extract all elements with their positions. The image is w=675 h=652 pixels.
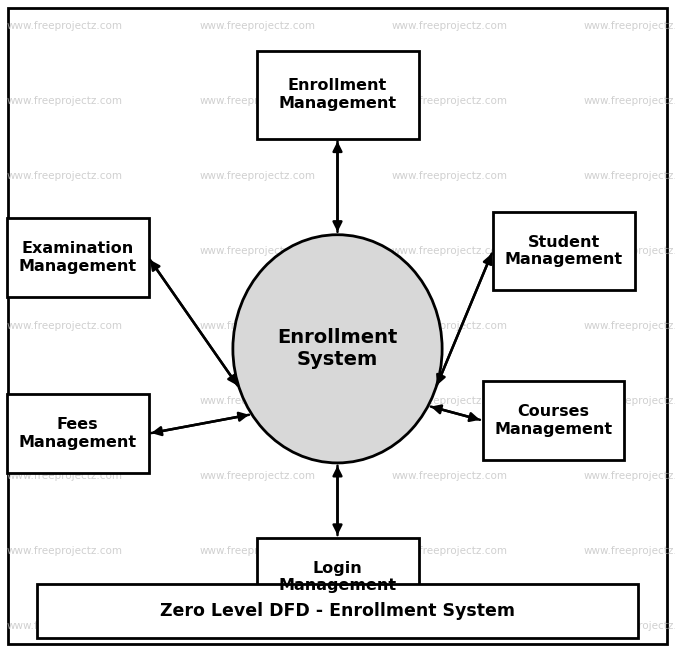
Text: www.freeprojectz.com: www.freeprojectz.com	[7, 246, 123, 256]
Text: www.freeprojectz.com: www.freeprojectz.com	[584, 21, 675, 31]
Text: Zero Level DFD - Enrollment System: Zero Level DFD - Enrollment System	[160, 602, 515, 620]
Text: www.freeprojectz.com: www.freeprojectz.com	[392, 321, 508, 331]
Text: www.freeprojectz.com: www.freeprojectz.com	[584, 96, 675, 106]
Text: www.freeprojectz.com: www.freeprojectz.com	[392, 96, 508, 106]
Text: www.freeprojectz.com: www.freeprojectz.com	[7, 546, 123, 556]
Text: www.freeprojectz.com: www.freeprojectz.com	[199, 471, 315, 481]
Text: www.freeprojectz.com: www.freeprojectz.com	[7, 96, 123, 106]
Text: www.freeprojectz.com: www.freeprojectz.com	[199, 171, 315, 181]
Text: www.freeprojectz.com: www.freeprojectz.com	[392, 21, 508, 31]
Text: www.freeprojectz.com: www.freeprojectz.com	[7, 471, 123, 481]
FancyBboxPatch shape	[37, 584, 638, 638]
FancyBboxPatch shape	[483, 381, 624, 460]
Text: Examination
Management: Examination Management	[19, 241, 136, 274]
Text: www.freeprojectz.com: www.freeprojectz.com	[199, 321, 315, 331]
FancyBboxPatch shape	[7, 218, 148, 297]
FancyBboxPatch shape	[493, 212, 634, 290]
Text: www.freeprojectz.com: www.freeprojectz.com	[392, 246, 508, 256]
Text: Courses
Management: Courses Management	[494, 404, 613, 437]
Text: www.freeprojectz.com: www.freeprojectz.com	[7, 21, 123, 31]
Text: www.freeprojectz.com: www.freeprojectz.com	[199, 396, 315, 406]
Text: www.freeprojectz.com: www.freeprojectz.com	[584, 171, 675, 181]
Text: Login
Management: Login Management	[278, 561, 397, 593]
Text: www.freeprojectz.com: www.freeprojectz.com	[584, 246, 675, 256]
Text: www.freeprojectz.com: www.freeprojectz.com	[392, 396, 508, 406]
Text: www.freeprojectz.com: www.freeprojectz.com	[584, 546, 675, 556]
Text: www.freeprojectz.com: www.freeprojectz.com	[392, 471, 508, 481]
Text: www.freeprojectz.com: www.freeprojectz.com	[392, 171, 508, 181]
Text: www.freeprojectz.com: www.freeprojectz.com	[7, 321, 123, 331]
Text: www.freeprojectz.com: www.freeprojectz.com	[392, 621, 508, 631]
FancyBboxPatch shape	[8, 8, 667, 644]
Text: www.freeprojectz.com: www.freeprojectz.com	[199, 246, 315, 256]
Text: Enrollment
Management: Enrollment Management	[278, 78, 397, 111]
FancyBboxPatch shape	[7, 394, 148, 473]
Text: www.freeprojectz.com: www.freeprojectz.com	[584, 621, 675, 631]
Text: Fees
Management: Fees Management	[19, 417, 136, 450]
Text: www.freeprojectz.com: www.freeprojectz.com	[7, 396, 123, 406]
Text: www.freeprojectz.com: www.freeprojectz.com	[584, 396, 675, 406]
Text: www.freeprojectz.com: www.freeprojectz.com	[7, 621, 123, 631]
Text: www.freeprojectz.com: www.freeprojectz.com	[392, 546, 508, 556]
FancyBboxPatch shape	[256, 50, 418, 139]
Ellipse shape	[233, 235, 442, 463]
Text: Enrollment
System: Enrollment System	[277, 329, 398, 369]
Text: www.freeprojectz.com: www.freeprojectz.com	[584, 321, 675, 331]
Text: www.freeprojectz.com: www.freeprojectz.com	[584, 471, 675, 481]
Text: www.freeprojectz.com: www.freeprojectz.com	[199, 621, 315, 631]
Text: Student
Management: Student Management	[504, 235, 622, 267]
Text: www.freeprojectz.com: www.freeprojectz.com	[199, 96, 315, 106]
FancyBboxPatch shape	[256, 538, 418, 616]
Text: www.freeprojectz.com: www.freeprojectz.com	[199, 546, 315, 556]
Text: www.freeprojectz.com: www.freeprojectz.com	[199, 21, 315, 31]
Text: www.freeprojectz.com: www.freeprojectz.com	[7, 171, 123, 181]
